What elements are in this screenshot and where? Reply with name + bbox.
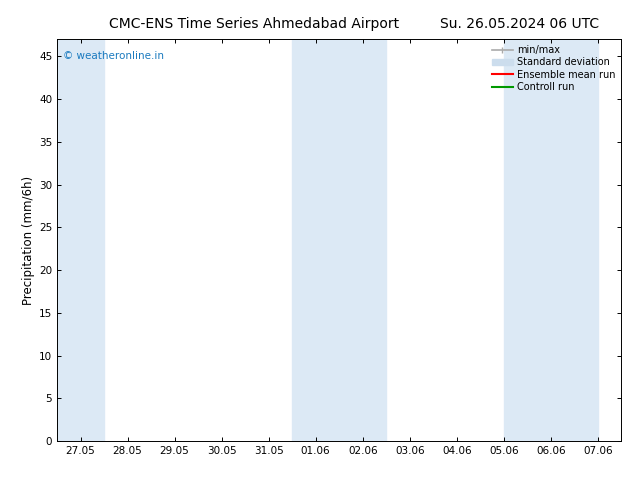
- Text: CMC-ENS Time Series Ahmedabad Airport: CMC-ENS Time Series Ahmedabad Airport: [110, 17, 399, 31]
- Text: Su. 26.05.2024 06 UTC: Su. 26.05.2024 06 UTC: [440, 17, 599, 31]
- Text: © weatheronline.in: © weatheronline.in: [63, 51, 164, 61]
- Bar: [504, 39, 598, 441]
- Y-axis label: Precipitation (mm/6h): Precipitation (mm/6h): [22, 175, 35, 305]
- Bar: [292, 39, 386, 441]
- Legend: min/max, Standard deviation, Ensemble mean run, Controll run: min/max, Standard deviation, Ensemble me…: [488, 41, 619, 96]
- Bar: [57, 39, 104, 441]
